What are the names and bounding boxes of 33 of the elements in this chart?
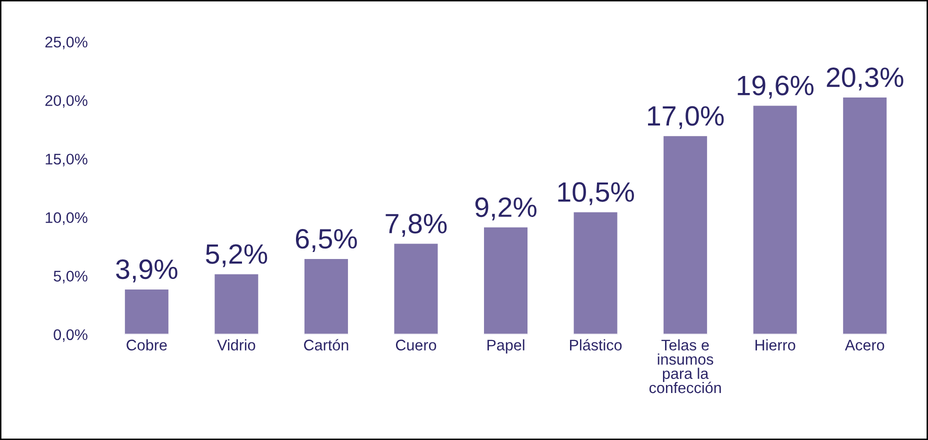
y-tick-label: 5,0%	[54, 270, 88, 284]
bar	[572, 210, 619, 334]
data-label: 5,2%	[206, 244, 268, 268]
x-tick-label: Hierro	[756, 339, 796, 350]
y-tick-label: 20,0%	[45, 95, 88, 108]
data-label: 17,0%	[648, 106, 724, 130]
y-tick-label: 25,0%	[45, 36, 88, 50]
x-tick-label: Papel	[487, 339, 524, 354]
data-label: 19,6%	[738, 76, 814, 99]
x-tick-label: Cuero	[396, 340, 436, 350]
bar	[392, 242, 440, 334]
data-label: 7,8%	[386, 214, 447, 237]
y-tick-label: 10,0%	[46, 212, 88, 225]
x-tick-label: Vidrio	[217, 339, 256, 350]
bar	[124, 288, 170, 334]
x-tick-label: Cobre	[126, 339, 167, 350]
data-label: 20,3%	[826, 67, 904, 90]
y-tick-label: 15,0%	[46, 154, 88, 166]
bar	[303, 258, 350, 334]
y-tick-label: 0,0%	[54, 329, 88, 342]
bar	[662, 134, 708, 334]
x-tick-label: Telas e insumos para la confección	[649, 339, 721, 394]
bar	[752, 104, 798, 334]
data-label: 3,9%	[116, 259, 178, 282]
data-label: 9,2%	[475, 197, 536, 220]
x-tick-label: Plástico	[570, 339, 622, 350]
bar	[482, 226, 529, 334]
x-tick-label: Acero	[844, 340, 884, 350]
bar	[842, 96, 888, 334]
bar	[213, 272, 260, 334]
data-label: 6,5%	[296, 228, 357, 252]
x-tick-label: Cartón	[304, 339, 348, 350]
data-label: 10,5%	[558, 182, 634, 206]
